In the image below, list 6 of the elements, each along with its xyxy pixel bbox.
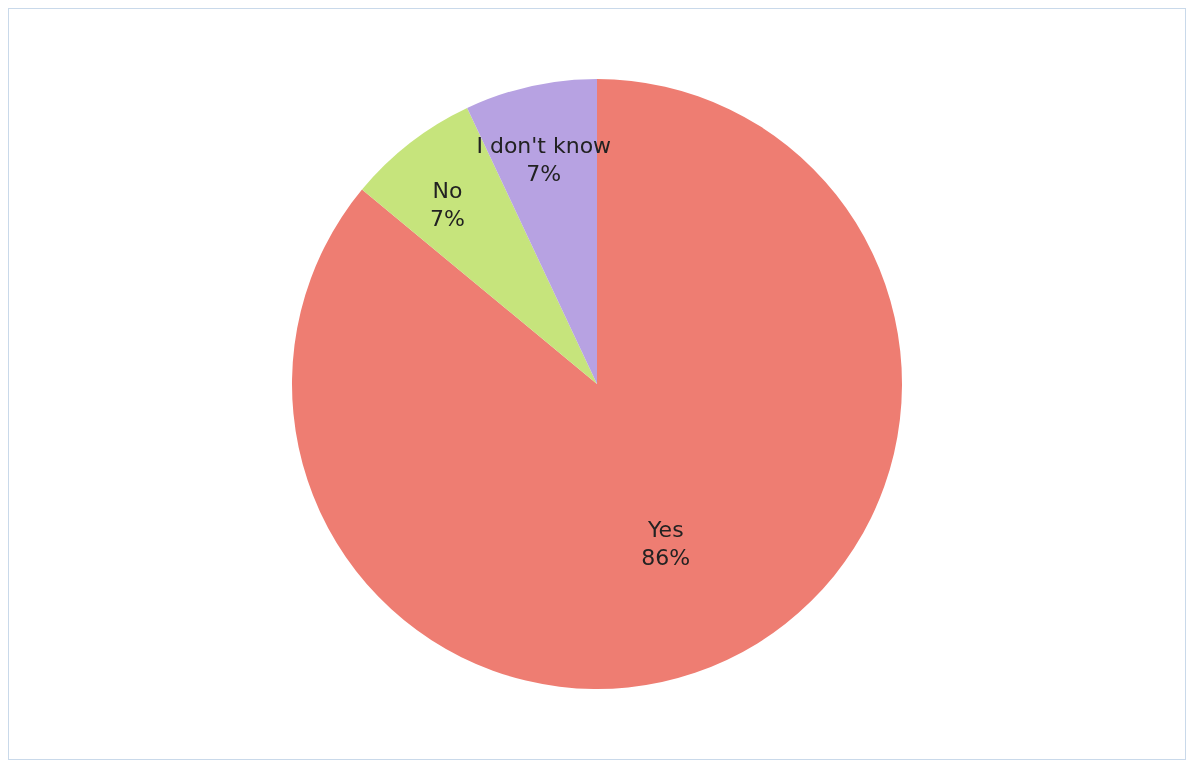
pie-slice	[292, 79, 902, 689]
data-label: 7%	[430, 206, 465, 232]
slice-label: Yes	[647, 517, 684, 543]
slice-label: No	[432, 178, 463, 204]
data-label: 86%	[641, 545, 691, 571]
data-label: 7%	[526, 160, 562, 186]
